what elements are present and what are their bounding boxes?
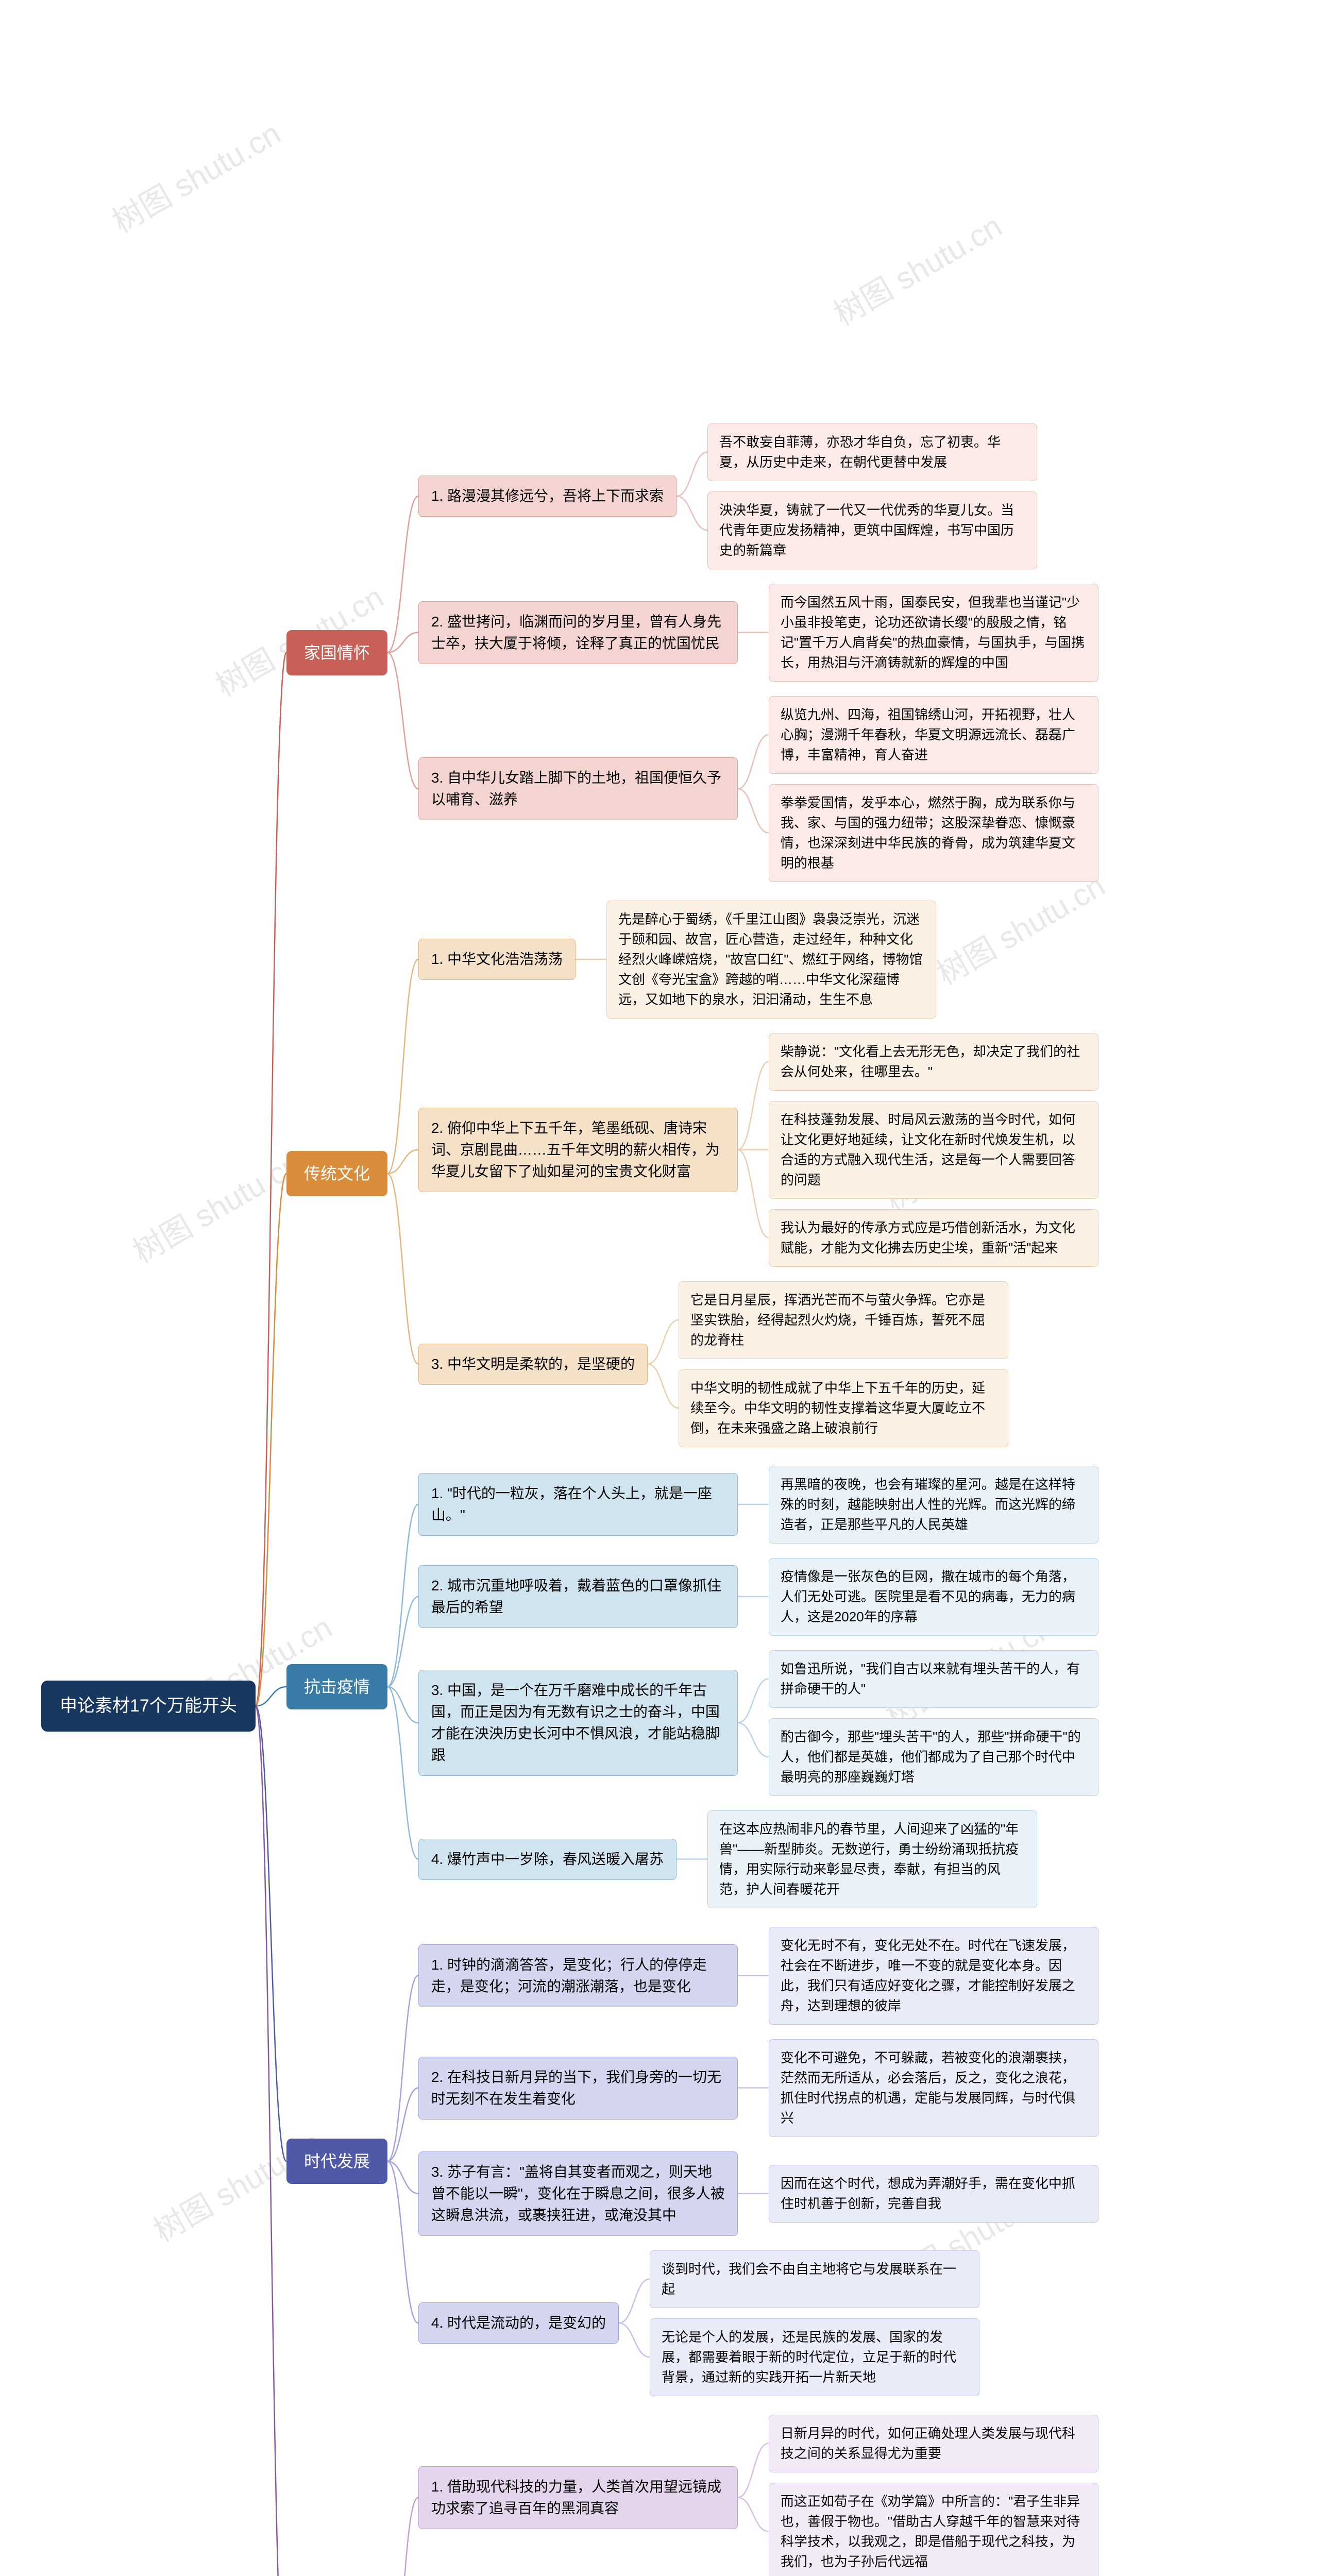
- leaf-node[interactable]: 日新月异的时代，如何正确处理人类发展与现代科技之间的关系显得尤为重要: [769, 2415, 1098, 2472]
- branch-node[interactable]: 时代发展: [286, 2139, 387, 2184]
- leaf-node[interactable]: 在这本应热闹非凡的春节里，人间迎来了凶猛的"年兽"——新型肺炎。无数逆行，勇士纷…: [707, 1810, 1037, 1908]
- leaf-node[interactable]: 先是醉心于蜀绣，《千里江山图》袅袅泛崇光，沉迷于颐和园、故宫，匠心营造，走过经年…: [606, 901, 936, 1019]
- leaf-node[interactable]: 而这正如荀子在《劝学篇》中所言的："君子生非异也，善假于物也。"借助古人穿越千年…: [769, 2483, 1098, 2576]
- leaf-node[interactable]: 柴静说："文化看上去无形无色，却决定了我们的社会从何处来，往哪里去。": [769, 1033, 1098, 1091]
- leaf-node[interactable]: 它是日月星辰，挥洒光芒而不与萤火争辉。它亦是坚实铁胎，经得起烈火灼烧，千锤百炼，…: [679, 1281, 1008, 1359]
- sub-node[interactable]: 4. 爆竹声中一岁除，春风送暖入屠苏: [418, 1839, 677, 1880]
- sub-node[interactable]: 1. 路漫漫其修远兮，吾将上下而求索: [418, 476, 677, 517]
- sub-node[interactable]: 3. 中华文明是柔软的，是坚硬的: [418, 1344, 648, 1385]
- sub-node[interactable]: 2. 盛世拷问，临渊而问的岁月里，曾有人身先士卒，扶大厦于将倾，诠释了真正的忧国…: [418, 601, 738, 664]
- sub-node[interactable]: 1. "时代的一粒灰，落在个人头上，就是一座山。": [418, 1473, 738, 1536]
- sub-node[interactable]: 3. 自中华儿女踏上脚下的土地，祖国便恒久予以哺育、滋养: [418, 757, 738, 820]
- sub-node[interactable]: 1. 借助现代科技的力量，人类首次用望远镜成功求索了追寻百年的黑洞真容: [418, 2466, 738, 2529]
- mindmap-root[interactable]: 申论素材17个万能开头: [41, 1681, 256, 1732]
- leaf-node[interactable]: 变化无时不有，变化无处不在。时代在飞速发展，社会在不断进步，唯一不变的就是变化本…: [769, 1927, 1098, 2025]
- leaf-node[interactable]: 如鲁迅所说，"我们自古以来就有埋头苦干的人，有拼命硬干的人": [769, 1650, 1098, 1708]
- sub-node[interactable]: 2. 俯仰中华上下五千年，笔墨纸砚、唐诗宋词、京剧昆曲……五千年文明的薪火相传，…: [418, 1108, 738, 1192]
- leaf-node[interactable]: 在科技蓬勃发展、时局风云激荡的当今时代，如何让文化更好地延续，让文化在新时代焕发…: [769, 1101, 1098, 1199]
- sub-node[interactable]: 3. 苏子有言："盖将自其变者而观之，则天地曾不能以一瞬"，变化在于瞬息之间，很…: [418, 2151, 738, 2236]
- sub-node[interactable]: 3. 中国，是一个在万千磨难中成长的千年古国，而正是因为有无数有识之士的奋斗，中…: [418, 1670, 738, 1776]
- branch-node[interactable]: 传统文化: [286, 1151, 387, 1196]
- sub-node[interactable]: 4. 时代是流动的，是变幻的: [418, 2302, 619, 2344]
- sub-node[interactable]: 1. 时钟的滴滴答答，是变化；行人的停停走走，是变化；河流的潮涨潮落，也是变化: [418, 1944, 738, 2007]
- leaf-node[interactable]: 泱泱华夏，铸就了一代又一代优秀的华夏儿女。当代青年更应发扬精神，更筑中国辉煌，书…: [707, 492, 1037, 569]
- branch-node[interactable]: 家国情怀: [286, 630, 387, 675]
- leaf-node[interactable]: 谈到时代，我们会不由自主地将它与发展联系在一起: [650, 2250, 979, 2308]
- leaf-node[interactable]: 酌古御今，那些"埋头苦干"的人，那些"拼命硬干"的人，他们都是英雄，他们都成为了…: [769, 1718, 1098, 1796]
- leaf-node[interactable]: 中华文明的韧性成就了中华上下五千年的历史，延续至今。中华文明的韧性支撑着这华夏大…: [679, 1369, 1008, 1447]
- leaf-node[interactable]: 而今国然五风十雨，国泰民安，但我辈也当谨记"少小虽非投笔吏，论功还欲请长缨"的殷…: [769, 584, 1098, 682]
- sub-node[interactable]: 2. 在科技日新月异的当下，我们身旁的一切无时无刻不在发生着变化: [418, 2057, 738, 2120]
- leaf-node[interactable]: 纵览九州、四海，祖国锦绣山河，开拓视野，壮人心胸；漫溯千年春秋，华夏文明源远流长…: [769, 696, 1098, 774]
- leaf-node[interactable]: 因而在这个时代，想成为弄潮好手，需在变化中抓住时机善于创新，完善自我: [769, 2165, 1098, 2223]
- leaf-node[interactable]: 吾不敢妄自菲薄，亦恐才华自负，忘了初衷。华夏，从历史中走来，在朝代更替中发展: [707, 423, 1037, 481]
- leaf-node[interactable]: 拳拳爱国情，发乎本心，燃然于胸，成为联系你与我、家、与国的强力纽带；这股深挚眷恋…: [769, 784, 1098, 882]
- leaf-node[interactable]: 疫情像是一张灰色的巨网，撒在城市的每个角落，人们无处可逃。医院里是看不见的病毒，…: [769, 1558, 1098, 1636]
- branch-node[interactable]: 抗击疫情: [286, 1664, 387, 1709]
- leaf-node[interactable]: 再黑暗的夜晚，也会有璀璨的星河。越是在这样特殊的时刻，越能映射出人性的光辉。而这…: [769, 1466, 1098, 1544]
- leaf-node[interactable]: 我认为最好的传承方式应是巧借创新活水，为文化赋能，才能为文化拂去历史尘埃，重新"…: [769, 1209, 1098, 1267]
- sub-node[interactable]: 1. 中华文化浩浩荡荡: [418, 939, 576, 980]
- leaf-node[interactable]: 无论是个人的发展，还是民族的发展、国家的发展，都需要着眼于新的时代定位，立足于新…: [650, 2318, 979, 2396]
- sub-node[interactable]: 2. 城市沉重地呼吸着，戴着蓝色的口罩像抓住最后的希望: [418, 1565, 738, 1628]
- leaf-node[interactable]: 变化不可避免，不可躲藏，若被变化的浪潮裹挟，茫然而无所适从，必会落后，反之，变化…: [769, 2039, 1098, 2137]
